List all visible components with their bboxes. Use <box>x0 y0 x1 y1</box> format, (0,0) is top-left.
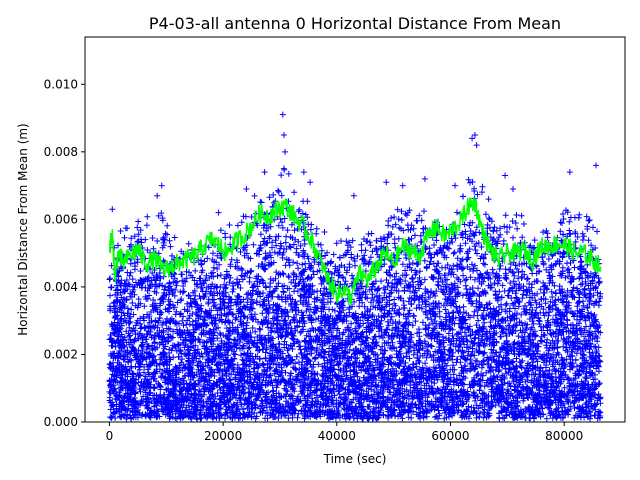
outlier-marker <box>485 196 492 203</box>
outlier-marker <box>158 182 165 189</box>
outlier-marker <box>383 179 390 186</box>
outlier-marker <box>300 169 307 176</box>
x-axis-label: Time (sec) <box>323 452 387 466</box>
y-tick-label: 0.004 <box>44 280 78 294</box>
outlier-marker <box>280 131 287 138</box>
moving-average-line <box>108 197 602 306</box>
y-tick-label: 0.000 <box>44 415 78 429</box>
outlier-marker <box>502 172 509 179</box>
x-tick-label: 40000 <box>318 429 356 443</box>
chart-title: P4-03-all antenna 0 Horizontal Distance … <box>149 14 561 33</box>
outlier-marker <box>154 192 161 199</box>
outlier-marker <box>593 162 600 169</box>
outlier-marker <box>215 209 222 216</box>
x-tick-label: 80000 <box>545 429 583 443</box>
outlier-marker <box>307 179 314 186</box>
plot-area <box>106 111 604 422</box>
y-axis: 0.000 0.002 0.004 0.006 0.008 0.010 <box>44 77 85 429</box>
plot-frame <box>84 36 626 423</box>
outlier-points <box>109 111 600 216</box>
outlier-marker <box>261 169 268 176</box>
y-tick-label: 0.002 <box>44 347 78 361</box>
y-axis-label: Horizontal Distance From Mean (m) <box>16 123 30 335</box>
y-tick-label: 0.006 <box>44 212 78 226</box>
outlier-marker <box>109 206 116 213</box>
outlier-marker <box>566 169 573 176</box>
x-tick-label: 20000 <box>204 429 242 443</box>
outlier-marker <box>279 111 286 118</box>
outlier-marker <box>510 185 517 192</box>
outlier-marker <box>471 131 478 138</box>
outlier-marker <box>243 185 250 192</box>
y-tick-label: 0.008 <box>44 145 78 159</box>
outlier-marker <box>399 182 406 189</box>
moving-average-series <box>108 197 602 306</box>
outlier-marker <box>469 135 476 142</box>
outlier-marker <box>452 182 459 189</box>
x-tick-label: 60000 <box>431 429 469 443</box>
outlier-marker <box>473 142 480 149</box>
outlier-marker <box>421 175 428 182</box>
outlier-marker <box>282 148 289 155</box>
y-tick-label: 0.010 <box>44 77 78 91</box>
x-tick-label: 0 <box>106 429 114 443</box>
x-axis: 0 20000 40000 60000 80000 <box>106 422 583 443</box>
outlier-marker <box>350 192 357 199</box>
